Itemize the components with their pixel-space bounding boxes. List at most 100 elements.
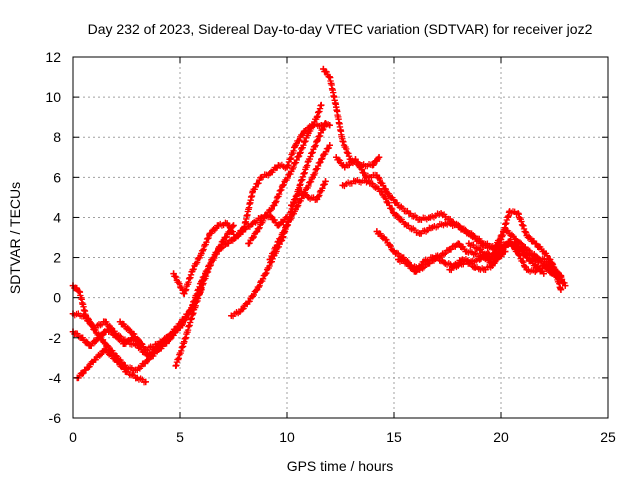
data-point — [258, 174, 265, 181]
data-point — [313, 113, 321, 121]
data-point — [425, 260, 432, 267]
data-point — [101, 340, 109, 347]
data-point — [395, 202, 402, 209]
x-tick-label: 0 — [69, 429, 77, 445]
data-point — [215, 246, 222, 253]
data-point — [514, 244, 522, 251]
data-point — [476, 246, 483, 253]
x-tick-label: 15 — [386, 429, 402, 445]
data-point — [86, 342, 94, 349]
data-point — [416, 216, 423, 223]
data-point — [514, 210, 522, 217]
data-point — [223, 240, 231, 247]
data-point — [241, 224, 248, 231]
data-point — [129, 330, 137, 337]
data-point — [540, 248, 547, 255]
data-point — [472, 264, 479, 271]
data-point — [463, 258, 470, 265]
data-point — [463, 248, 470, 255]
data-point — [326, 121, 333, 129]
data-point — [549, 270, 556, 277]
plot-frame — [72, 56, 609, 419]
series-track-18 — [446, 238, 547, 277]
data-point — [377, 188, 385, 195]
data-point — [341, 164, 348, 171]
data-point — [369, 162, 376, 169]
data-point — [384, 190, 391, 197]
data-point — [373, 228, 381, 235]
data-point — [215, 222, 222, 229]
series-track-17 — [465, 208, 565, 293]
y-tick-label: 12 — [45, 49, 61, 65]
data-point — [91, 324, 98, 331]
data-point — [339, 138, 346, 145]
data-point — [429, 224, 436, 231]
data-point — [420, 258, 428, 265]
data-point — [514, 250, 522, 257]
data-point — [365, 178, 372, 185]
data-point — [275, 238, 282, 245]
data-point — [253, 228, 261, 235]
data-point — [142, 378, 149, 386]
data-point — [296, 182, 304, 189]
data-point — [142, 346, 149, 354]
data-point — [455, 262, 462, 269]
data-point — [283, 164, 291, 171]
data-point — [540, 262, 547, 269]
data-point — [95, 334, 102, 341]
data-point — [352, 156, 359, 163]
data-point — [296, 150, 304, 157]
data-point — [399, 254, 406, 261]
data-point — [562, 282, 569, 289]
data-point — [512, 236, 520, 243]
data-point — [455, 240, 462, 247]
ticks: 0 5 10 15 20 25 -6 -4 -2 0 2 4 6 8 10 12 — [45, 49, 616, 445]
data-point — [283, 222, 291, 229]
data-point — [523, 254, 530, 261]
data-point — [249, 188, 256, 195]
y-tick-label: -2 — [49, 330, 62, 346]
data-point — [313, 196, 321, 203]
data-point — [279, 182, 286, 189]
data-point — [442, 220, 449, 227]
data-point — [540, 270, 547, 277]
data-point — [405, 210, 413, 217]
y-tick-label: -4 — [49, 370, 62, 386]
data-point — [275, 162, 282, 169]
data-point — [489, 262, 496, 269]
data-point — [101, 318, 109, 325]
data-point — [465, 240, 473, 247]
data-point — [296, 188, 304, 195]
data-point — [318, 156, 325, 163]
data-point — [339, 182, 346, 189]
data-point — [472, 250, 479, 257]
data-point — [352, 178, 359, 185]
data-point — [112, 332, 119, 339]
data-point — [318, 101, 325, 109]
data-point — [403, 260, 411, 267]
data-point — [172, 362, 179, 370]
data-point — [476, 256, 483, 263]
data-point — [326, 73, 333, 81]
data-point — [121, 340, 128, 347]
data-point — [497, 236, 505, 243]
series-track-3 — [74, 346, 149, 386]
data-point — [266, 170, 274, 177]
data-point — [270, 202, 278, 209]
y-tick-label: -6 — [49, 410, 62, 426]
data-point — [532, 262, 539, 269]
data-point — [266, 256, 274, 263]
x-tick-label: 20 — [493, 429, 509, 445]
y-tick-label: 6 — [53, 169, 61, 185]
data-point — [305, 130, 312, 137]
series-track-9 — [245, 101, 325, 247]
data-point — [76, 288, 83, 295]
data-point — [262, 270, 269, 277]
data-point — [467, 232, 475, 239]
data-point — [549, 260, 556, 267]
data-point — [144, 352, 152, 360]
data-point — [480, 242, 488, 249]
data-point — [506, 238, 513, 245]
